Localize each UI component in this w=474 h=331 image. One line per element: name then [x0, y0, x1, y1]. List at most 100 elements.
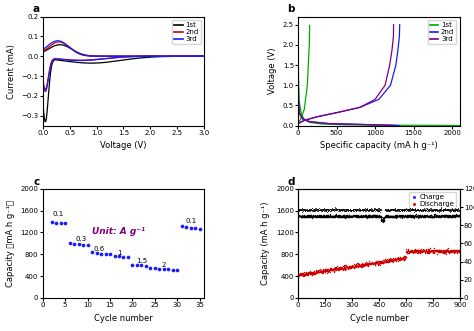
Point	[416, 207, 424, 213]
Discharge	[313, 270, 320, 275]
Charge	[359, 213, 367, 218]
Point	[328, 208, 335, 213]
Point	[428, 207, 435, 212]
Charge	[391, 213, 399, 218]
Discharge	[377, 259, 385, 264]
Point	[337, 208, 345, 213]
Point	[439, 208, 447, 213]
Point	[412, 208, 420, 213]
Point	[296, 208, 304, 213]
Charge	[303, 214, 310, 219]
Charge	[358, 214, 366, 219]
Charge	[363, 214, 371, 219]
Charge	[349, 213, 356, 218]
Discharge	[426, 248, 433, 253]
Charge	[439, 214, 447, 219]
Charge	[321, 214, 328, 220]
Discharge	[339, 264, 346, 269]
Discharge	[351, 262, 359, 267]
Discharge	[438, 249, 446, 255]
Point	[392, 208, 400, 213]
Discharge	[331, 266, 339, 271]
Charge	[300, 212, 308, 217]
Discharge	[406, 249, 413, 254]
Point	[323, 207, 331, 212]
Discharge	[324, 269, 331, 275]
Point	[385, 207, 393, 213]
Point	[431, 206, 438, 212]
Point	[436, 208, 443, 213]
Discharge	[366, 260, 374, 265]
Point	[353, 208, 360, 213]
Discharge	[341, 263, 349, 268]
Charge	[455, 213, 463, 218]
Charge	[368, 213, 376, 218]
Point	[350, 207, 358, 212]
Discharge	[413, 248, 421, 253]
Point	[327, 206, 335, 212]
Charge	[318, 213, 326, 219]
Discharge	[315, 267, 322, 273]
Charge	[396, 213, 403, 218]
Charge	[346, 214, 353, 219]
Point	[377, 207, 384, 212]
Point	[436, 208, 443, 213]
Charge	[401, 213, 409, 218]
Discharge	[413, 248, 420, 253]
Charge	[323, 213, 331, 218]
Discharge	[307, 270, 315, 275]
Charge	[421, 213, 428, 218]
Charge	[448, 214, 456, 219]
Discharge	[309, 272, 316, 277]
Point	[445, 208, 452, 213]
Charge	[317, 214, 325, 219]
Discharge	[321, 267, 328, 273]
Discharge	[336, 265, 343, 271]
Charge	[308, 213, 316, 219]
Discharge	[397, 257, 405, 262]
Charge	[374, 213, 382, 218]
Discharge	[366, 261, 374, 267]
Point	[398, 207, 406, 212]
Point	[395, 207, 402, 212]
Point	[296, 207, 304, 213]
Charge	[329, 213, 337, 218]
Charge	[405, 213, 412, 219]
Charge	[348, 214, 356, 219]
Charge	[441, 213, 448, 218]
Charge	[368, 213, 375, 219]
Charge	[401, 214, 408, 219]
Discharge	[404, 247, 412, 252]
Discharge	[386, 257, 394, 262]
Charge	[432, 213, 439, 218]
Discharge	[386, 258, 394, 263]
Discharge	[312, 270, 319, 275]
Point	[377, 216, 385, 221]
Point	[329, 207, 337, 213]
Charge	[391, 213, 398, 219]
Discharge	[296, 272, 304, 278]
Point	[382, 208, 389, 213]
Charge	[319, 214, 326, 219]
Discharge	[350, 264, 358, 269]
Charge	[429, 214, 437, 219]
Charge	[425, 214, 433, 219]
Charge	[395, 213, 403, 218]
Discharge	[416, 249, 424, 254]
Charge	[328, 213, 335, 218]
Point	[449, 208, 456, 213]
Charge	[435, 213, 443, 218]
Point	[433, 208, 440, 213]
Point	[359, 207, 367, 213]
Point	[410, 207, 418, 212]
Charge	[304, 214, 311, 219]
Charge	[448, 213, 456, 218]
Charge	[312, 214, 320, 220]
Charge	[318, 213, 325, 219]
Charge	[350, 213, 357, 219]
Discharge	[454, 249, 461, 254]
Discharge	[329, 267, 337, 272]
Discharge	[358, 261, 365, 266]
Charge	[408, 213, 415, 218]
Charge	[414, 214, 421, 219]
